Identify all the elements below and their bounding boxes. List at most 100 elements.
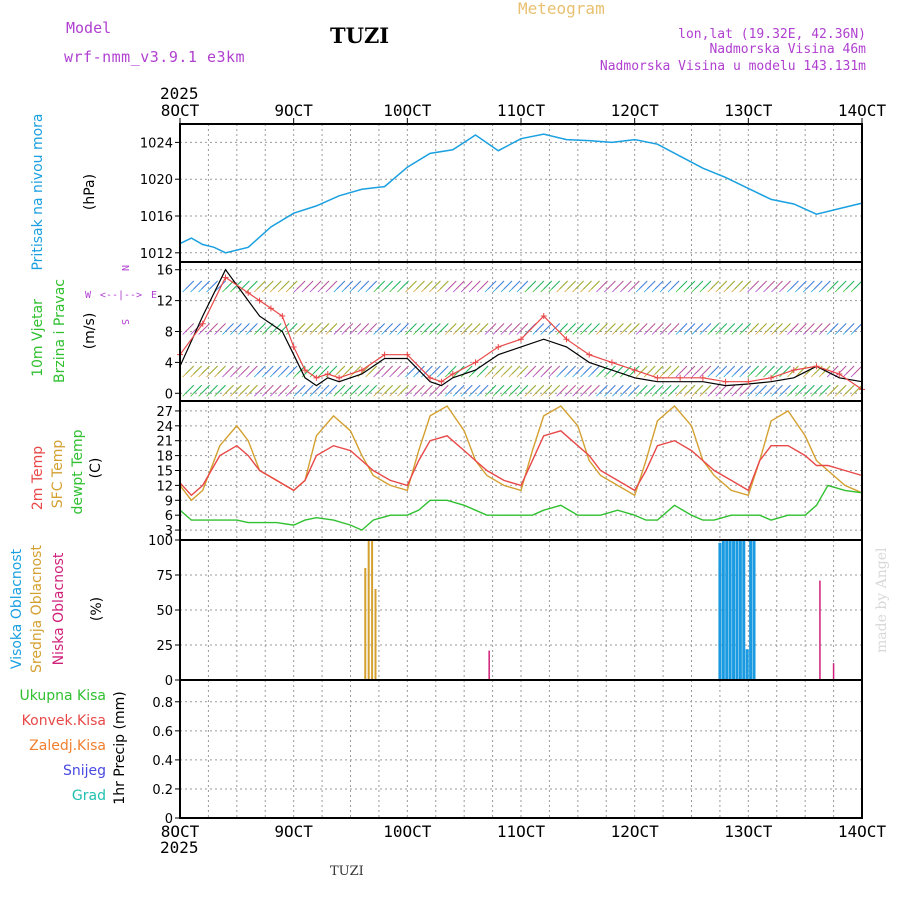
wind-barb (699, 365, 712, 378)
wind-barb (699, 384, 712, 397)
wind-barb (405, 323, 417, 335)
wind-barb (365, 384, 377, 397)
wind-barb (612, 384, 624, 397)
low-cloud-bar (488, 650, 490, 680)
high-cloud-bar (745, 649, 749, 680)
wind-barb (460, 384, 473, 397)
wind-gust-marker (813, 363, 820, 370)
wind-barb (484, 280, 497, 293)
wind-barb (548, 365, 560, 378)
wind-barb (317, 384, 330, 397)
wind-barb (349, 365, 362, 378)
cloud-unit: (%) (89, 597, 105, 621)
model-label: Model (66, 19, 111, 37)
wind-barb (357, 384, 370, 397)
temp-unit: (C) (88, 458, 104, 479)
wind-barb (572, 280, 584, 293)
wind-gust-marker (222, 274, 229, 281)
wind-barb (261, 365, 274, 378)
wind-barb (803, 384, 815, 397)
wind-barb (771, 384, 783, 397)
precip-label-4: Snijeg (63, 763, 106, 779)
wind-barb (747, 384, 759, 397)
wind-barb (683, 323, 696, 335)
wind-barb (635, 323, 648, 335)
wind-barb (850, 280, 863, 293)
wind-gust-marker (518, 336, 524, 343)
wind-barb (715, 365, 728, 378)
wind-barb (516, 280, 529, 293)
wind-barb (341, 365, 354, 378)
wind-barb (580, 384, 592, 397)
wind-barb (826, 384, 839, 397)
wind-barb (651, 365, 664, 378)
wind-gust-marker (608, 359, 615, 366)
wind-barb (285, 280, 298, 293)
wind-barb (739, 365, 751, 378)
wind-barb (341, 384, 354, 397)
time-tick-bottom: 12OCT (611, 822, 660, 841)
wind-barb (508, 365, 521, 378)
wind-barb (572, 323, 584, 335)
wind-barb (810, 384, 823, 397)
wind-barb (198, 323, 210, 335)
wind-barb (667, 280, 680, 293)
wind-barb (604, 384, 616, 397)
y-tick-label: 0 (165, 387, 173, 402)
wind-speed-line (179, 268, 863, 387)
wind-barb (675, 365, 688, 378)
wind-barb (190, 365, 202, 378)
wind-barb (413, 280, 425, 293)
wind-barb (309, 323, 322, 335)
y-tick-label: 0.6 (152, 725, 173, 740)
wind-gust-marker (540, 313, 547, 320)
wind-barb (373, 365, 385, 378)
y-tick-label: 16 (156, 264, 173, 279)
wind-barb (675, 280, 688, 293)
wind-barb (723, 384, 736, 397)
wind-barb (246, 323, 258, 335)
wind-barb (747, 323, 759, 335)
wind-barb (214, 280, 226, 293)
wind-barb (333, 323, 346, 335)
wind-gust-marker (677, 374, 684, 381)
wind-barb (651, 323, 664, 335)
wind-barb (739, 323, 751, 335)
wind-barb (588, 280, 600, 293)
wind-barb (763, 323, 775, 335)
wind-barb (715, 323, 728, 335)
wind-barb (556, 384, 568, 397)
wind-barb (222, 365, 234, 378)
wind-barb (612, 323, 624, 335)
wind-barb (421, 280, 433, 293)
time-tick-top: 9OCT (274, 101, 313, 120)
compass-n: N (119, 265, 130, 271)
wind-barb (349, 384, 362, 397)
wind-barb (309, 384, 322, 397)
wind-barb (476, 280, 489, 293)
wind-barb (277, 384, 290, 397)
wind-gust-marker (279, 313, 286, 320)
wind-barb (349, 323, 362, 335)
wind-barb (747, 365, 759, 378)
wind-barb (620, 323, 632, 335)
precip-label-1: Ukupna Kisa (19, 688, 106, 704)
high-cloud-bar (718, 542, 722, 680)
wind-barb (198, 384, 210, 397)
wind-barb (254, 384, 266, 397)
wind-barb (659, 323, 672, 335)
wind-barb (293, 323, 306, 335)
y-tick-label: 12 (156, 479, 173, 494)
wind-barb (381, 323, 393, 335)
y-tick-label: 24 (156, 420, 173, 435)
wind-barb (524, 384, 537, 397)
y-tick-label: 1012 (140, 247, 173, 262)
wind-barb (500, 365, 513, 378)
wind-barb (818, 280, 831, 293)
wind-barb (206, 280, 218, 293)
wind-barb (635, 365, 648, 378)
wind-barb (468, 384, 481, 397)
wind-barb (643, 280, 656, 293)
wind-barb (508, 280, 521, 293)
y-tick-label: 1016 (140, 210, 173, 225)
